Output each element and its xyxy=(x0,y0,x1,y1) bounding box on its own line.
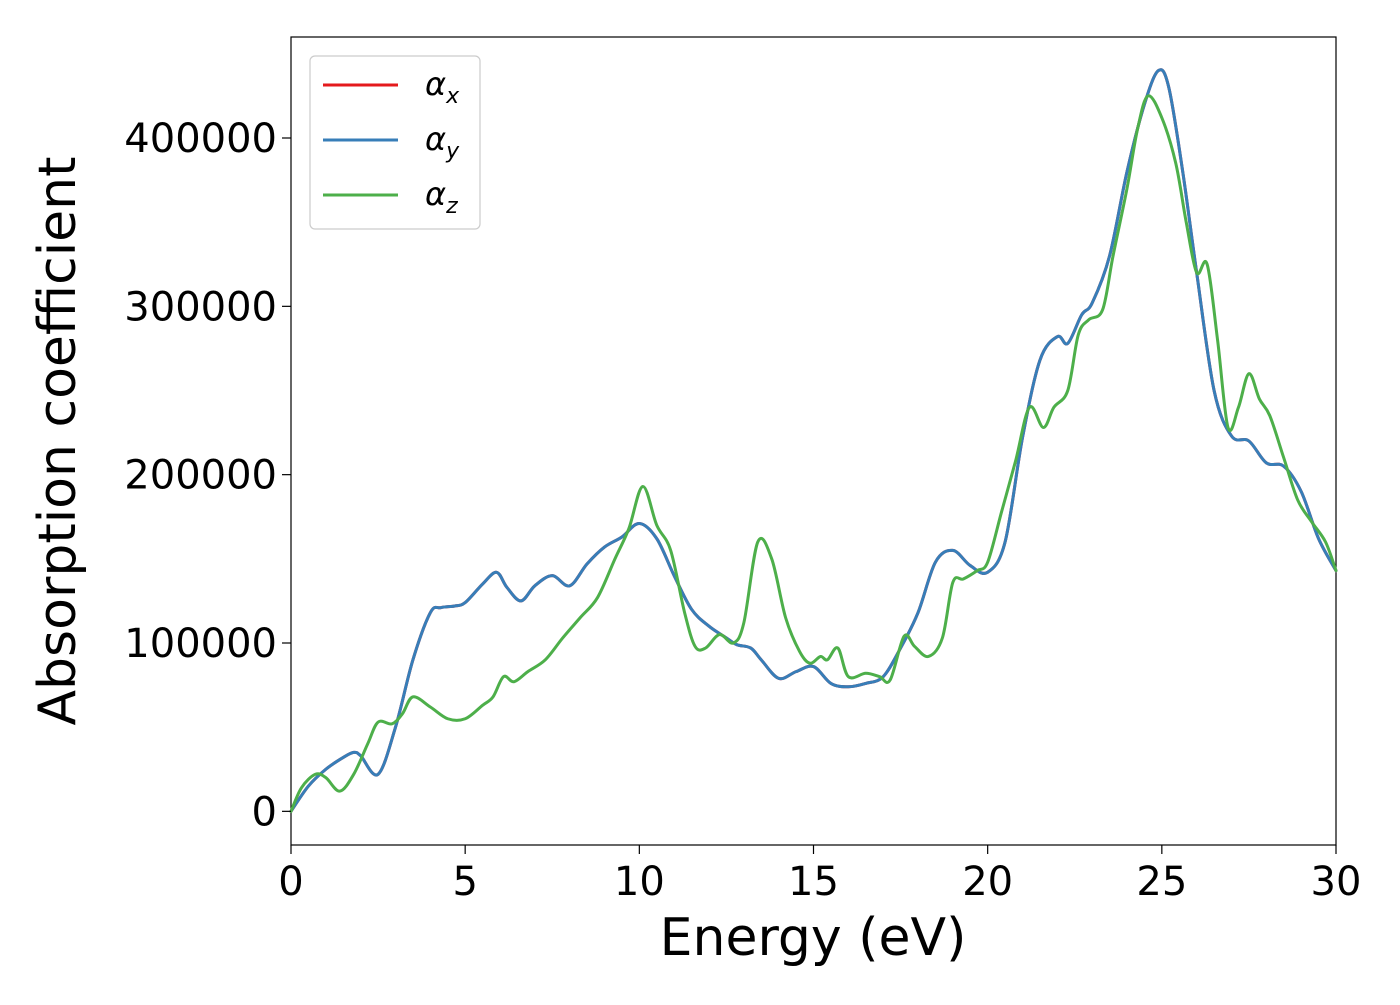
x-tick-label: 0 xyxy=(278,859,303,905)
x-tick-label: 5 xyxy=(452,859,477,905)
x-tick-label: 15 xyxy=(788,859,839,905)
series-line-z xyxy=(289,94,1338,813)
y-tick-label: 200000 xyxy=(124,453,277,499)
y-tick-label: 0 xyxy=(252,789,277,835)
x-tick-label: 10 xyxy=(614,859,665,905)
legend-label-z: αz xyxy=(425,175,458,219)
x-tick-label: 30 xyxy=(1311,859,1362,905)
x-axis-label: Energy (eV) xyxy=(660,908,967,968)
legend: αx αy αz xyxy=(309,55,481,230)
series-layer xyxy=(289,68,1338,813)
y-axis-label: Absorption coefficient xyxy=(28,156,88,725)
y-tick-label: 400000 xyxy=(124,116,277,162)
legend-label-x: αx xyxy=(425,65,460,109)
legend-box xyxy=(309,55,481,230)
y-tick-label: 300000 xyxy=(124,284,277,330)
legend-label-y: αy xyxy=(425,120,460,164)
y-tick-label: 100000 xyxy=(124,621,277,667)
x-tick-label: 25 xyxy=(1136,859,1187,905)
tick-layer: 0 5 10 15 20 25 30 0 100000 200000 300000 400000 xyxy=(124,116,1361,905)
series-line-y xyxy=(289,68,1338,813)
x-tick-label: 20 xyxy=(962,859,1013,905)
